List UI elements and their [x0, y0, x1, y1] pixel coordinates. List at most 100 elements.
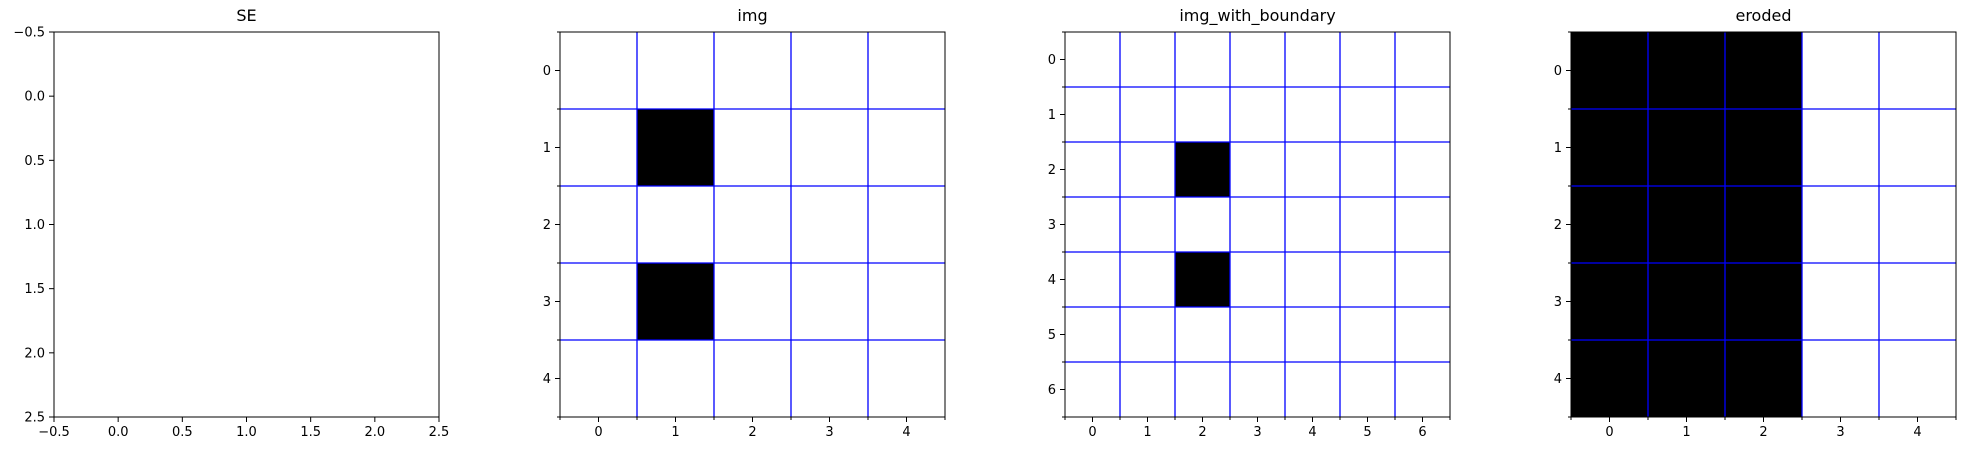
- cell-r0-c4: [1285, 32, 1340, 87]
- x-tick-label: 2: [748, 425, 756, 440]
- x-tick-label: 1: [1143, 425, 1151, 440]
- y-tick-label: 2.0: [24, 346, 45, 361]
- cell-r1-c3: [1802, 109, 1879, 186]
- x-tick-label: −0.5: [38, 425, 70, 440]
- chart-title: img: [737, 6, 767, 25]
- cell-r5-c4: [1285, 307, 1340, 362]
- cell-r2-c1: [637, 186, 714, 263]
- cell-r1-c2: [1175, 87, 1230, 142]
- chart-title: img_with_boundary: [1179, 6, 1335, 26]
- cell-r2-c1: [1648, 186, 1725, 263]
- cell-r6-c2: [1175, 362, 1230, 417]
- cell-r3-c3: [791, 263, 868, 340]
- x-tick-label: 4: [1308, 425, 1316, 440]
- x-tick-label: 1: [671, 425, 679, 440]
- cell-r4-c4: [1879, 340, 1956, 417]
- cell-r1-c1: [1648, 109, 1725, 186]
- x-tick-label: 0.0: [108, 425, 129, 440]
- cell-r1-c5: [1340, 87, 1395, 142]
- cell-r6-c0: [1065, 362, 1120, 417]
- cell-r1-c1: [1120, 87, 1175, 142]
- cell-r1-c2: [1725, 109, 1802, 186]
- cell-r3-c0: [1065, 197, 1120, 252]
- cell-r1-c3: [791, 109, 868, 186]
- chart-panel-0: −0.5 0.0 0.5 1.0 1.5 2.0 2.5−0.50.00.51.01.52.…: [13, 6, 449, 440]
- y-tick-label: 6: [1048, 383, 1056, 398]
- cell-r0-c2: [714, 32, 791, 109]
- y-tick-label: 4: [1554, 372, 1562, 387]
- y-tick-label: 0.5: [24, 154, 45, 169]
- x-tick-label: 0: [594, 425, 602, 440]
- y-tick-label: 1.5: [24, 282, 45, 297]
- cell-r2-c0: [1065, 142, 1120, 197]
- cell-r5-c1: [1120, 307, 1175, 362]
- cell-r0-c0: [1571, 32, 1648, 109]
- x-tick-label: 6: [1418, 425, 1426, 440]
- cell-r0-c4: [1879, 32, 1956, 109]
- x-tick-label: 2.0: [364, 425, 385, 440]
- cell-r4-c2: [1175, 252, 1230, 307]
- y-tick-label: 2: [1048, 163, 1056, 178]
- x-tick-label: 0: [1605, 425, 1613, 440]
- cell-r3-c1: [1648, 263, 1725, 340]
- chart-title: eroded: [1735, 6, 1791, 25]
- y-tick-label: 1.0: [24, 218, 45, 233]
- cell-r4-c0: [1065, 252, 1120, 307]
- x-tick-label: 4: [1913, 425, 1921, 440]
- cell-r5-c5: [1340, 307, 1395, 362]
- y-tick-label: 2: [543, 218, 551, 233]
- cell-r3-c6: [1395, 197, 1450, 252]
- x-tick-label: 3: [1836, 425, 1844, 440]
- y-tick-label: 3: [543, 295, 551, 310]
- y-tick-label: 3: [1048, 218, 1056, 233]
- cell-r2-c4: [868, 186, 945, 263]
- cell-r1-c4: [1285, 87, 1340, 142]
- cell-r0-c4: [868, 32, 945, 109]
- y-tick-label: 2.5: [24, 411, 45, 426]
- cell-r0-c1: [637, 32, 714, 109]
- cell-r6-c3: [1230, 362, 1285, 417]
- cell-r4-c0: [560, 340, 637, 417]
- cell-r0-c0: [1065, 32, 1120, 87]
- cell-r2-c0: [1571, 186, 1648, 263]
- cell-r2-c1: [1120, 142, 1175, 197]
- x-tick-label: 2: [1759, 425, 1767, 440]
- y-tick-label: 5: [1048, 328, 1056, 343]
- y-tick-label: 3: [1554, 295, 1562, 310]
- x-tick-label: 1.5: [300, 425, 321, 440]
- x-tick-label: 0.5: [172, 425, 193, 440]
- y-tick-label: 2: [1554, 218, 1562, 233]
- cell-r1-c3: [1230, 87, 1285, 142]
- cell-r3-c3: [1230, 197, 1285, 252]
- cell-r3-c2: [1725, 263, 1802, 340]
- cell-r2-c2: [1175, 142, 1230, 197]
- y-tick-label: 1: [1554, 141, 1562, 156]
- chart-panel-2: 0 1 2 3 4 5 6 0 1 2 3 4 5 6 img_with_boundary: [1048, 6, 1451, 440]
- cell-r0-c2: [1175, 32, 1230, 87]
- y-tick-label: 4: [543, 372, 551, 387]
- y-tick-label: 0.0: [24, 90, 45, 105]
- cell-r0-c1: [1648, 32, 1725, 109]
- cell-r3-c1: [1120, 197, 1175, 252]
- cell-r0-c3: [791, 32, 868, 109]
- cell-r0-c5: [1340, 32, 1395, 87]
- y-tick-label: −0.5: [13, 26, 45, 41]
- x-tick-label: 3: [825, 425, 833, 440]
- cell-r3-c3: [1802, 263, 1879, 340]
- cell-r3-c1: [637, 263, 714, 340]
- cell-r4-c0: [1571, 340, 1648, 417]
- cell-r4-c3: [1802, 340, 1879, 417]
- cell-r3-c0: [560, 263, 637, 340]
- cell-r4-c2: [1725, 340, 1802, 417]
- y-tick-label: 1: [543, 141, 551, 156]
- cell-r3-c4: [1879, 263, 1956, 340]
- cell-r0-c3: [1230, 32, 1285, 87]
- x-tick-label: 2: [1198, 425, 1206, 440]
- cell-r4-c2: [714, 340, 791, 417]
- cell-r4-c3: [1230, 252, 1285, 307]
- x-tick-label: 0: [1088, 425, 1096, 440]
- y-tick-label: 1: [1048, 108, 1056, 123]
- cell-r5-c3: [1230, 307, 1285, 362]
- y-tick-label: 0: [1554, 64, 1562, 79]
- plot-area: [54, 32, 439, 417]
